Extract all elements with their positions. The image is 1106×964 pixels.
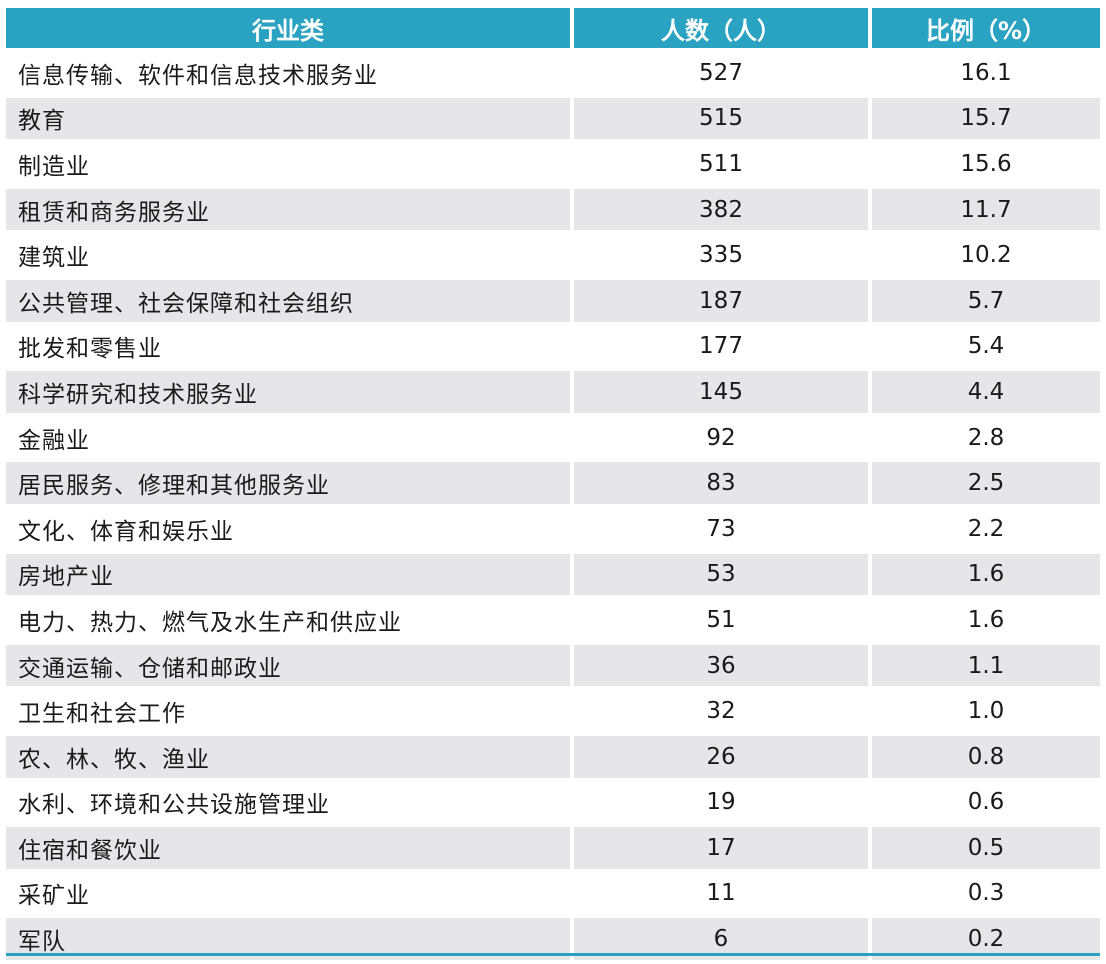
table-row: 制造业 511 15.6	[6, 143, 1100, 185]
table-row: 电力、热力、燃气及水生产和供应业 51 1.6	[6, 599, 1100, 641]
cell-ratio: 0.2	[872, 918, 1100, 960]
cell-count: 26	[574, 735, 868, 778]
cell-industry: 军队	[6, 918, 570, 960]
cell-count: 51	[574, 599, 868, 641]
cell-count: 83	[574, 462, 868, 504]
cell-industry: 交通运输、仓储和邮政业	[6, 644, 570, 687]
table-row: 科学研究和技术服务业 145 4.4	[6, 371, 1100, 413]
table-row: 交通运输、仓储和邮政业 36 1.1	[6, 644, 1100, 687]
cell-count: 73	[574, 507, 868, 550]
cell-ratio: 1.6	[872, 599, 1100, 641]
cell-count: 53	[574, 553, 868, 596]
cell-industry: 建筑业	[6, 234, 570, 276]
table-row: 农、林、牧、渔业 26 0.8	[6, 735, 1100, 778]
cell-ratio: 2.2	[872, 507, 1100, 550]
table-row: 采矿业 11 0.3	[6, 872, 1100, 915]
cell-ratio: 2.8	[872, 416, 1100, 459]
cell-ratio: 2.5	[872, 462, 1100, 504]
cell-industry: 水利、环境和公共设施管理业	[6, 781, 570, 824]
header-industry: 行业类	[6, 8, 570, 48]
cell-industry: 居民服务、修理和其他服务业	[6, 462, 570, 504]
cell-count: 32	[574, 690, 868, 732]
cell-industry: 制造业	[6, 143, 570, 185]
table-row: 建筑业 335 10.2	[6, 234, 1100, 276]
cell-count: 92	[574, 416, 868, 459]
cell-industry: 卫生和社会工作	[6, 690, 570, 732]
cell-ratio: 0.8	[872, 735, 1100, 778]
cell-industry: 批发和零售业	[6, 325, 570, 368]
cell-industry: 教育	[6, 97, 570, 140]
industry-table: 行业类 人数（人） 比例（%） 信息传输、软件和信息技术服务业 527 16.1 教育…	[2, 4, 1104, 964]
cell-ratio: 1.6	[872, 553, 1100, 596]
cell-industry: 公共管理、社会保障和社会组织	[6, 279, 570, 322]
cell-ratio: 0.3	[872, 872, 1100, 915]
cell-industry: 住宿和餐饮业	[6, 827, 570, 869]
cell-ratio: 0.6	[872, 781, 1100, 824]
cell-ratio: 5.7	[872, 279, 1100, 322]
cell-ratio: 15.7	[872, 97, 1100, 140]
cell-ratio: 5.4	[872, 325, 1100, 368]
cell-count: 145	[574, 371, 868, 413]
cell-count: 11	[574, 872, 868, 915]
cell-count: 6	[574, 918, 868, 960]
table-header: 行业类 人数（人） 比例（%）	[6, 8, 1100, 48]
header-ratio: 比例（%）	[872, 8, 1100, 48]
cell-industry: 电力、热力、燃气及水生产和供应业	[6, 599, 570, 641]
cell-industry: 文化、体育和娱乐业	[6, 507, 570, 550]
cell-count: 515	[574, 97, 868, 140]
table-bottom-border	[6, 953, 1100, 956]
table-row: 租赁和商务服务业 382 11.7	[6, 188, 1100, 231]
table-row: 金融业 92 2.8	[6, 416, 1100, 459]
table-row: 公共管理、社会保障和社会组织 187 5.7	[6, 279, 1100, 322]
cell-industry: 信息传输、软件和信息技术服务业	[6, 52, 570, 94]
cell-count: 335	[574, 234, 868, 276]
cell-industry: 科学研究和技术服务业	[6, 371, 570, 413]
cell-industry: 房地产业	[6, 553, 570, 596]
cell-count: 382	[574, 188, 868, 231]
table-row: 文化、体育和娱乐业 73 2.2	[6, 507, 1100, 550]
cell-count: 177	[574, 325, 868, 368]
cell-ratio: 1.1	[872, 644, 1100, 687]
table-row: 卫生和社会工作 32 1.0	[6, 690, 1100, 732]
table-row: 房地产业 53 1.6	[6, 553, 1100, 596]
table-row: 教育 515 15.7	[6, 97, 1100, 140]
cell-count: 17	[574, 827, 868, 869]
cell-count: 19	[574, 781, 868, 824]
cell-industry: 租赁和商务服务业	[6, 188, 570, 231]
cell-count: 36	[574, 644, 868, 687]
table-body: 信息传输、软件和信息技术服务业 527 16.1 教育 515 15.7 制造业 511 15.…	[6, 52, 1100, 960]
table-row: 水利、环境和公共设施管理业 19 0.6	[6, 781, 1100, 824]
cell-count: 511	[574, 143, 868, 185]
table-row: 批发和零售业 177 5.4	[6, 325, 1100, 368]
cell-ratio: 1.0	[872, 690, 1100, 732]
table-row: 住宿和餐饮业 17 0.5	[6, 827, 1100, 869]
cell-industry: 农、林、牧、渔业	[6, 735, 570, 778]
cell-ratio: 4.4	[872, 371, 1100, 413]
cell-count: 187	[574, 279, 868, 322]
cell-ratio: 16.1	[872, 52, 1100, 94]
cell-ratio: 10.2	[872, 234, 1100, 276]
cell-ratio: 11.7	[872, 188, 1100, 231]
cell-industry: 采矿业	[6, 872, 570, 915]
cell-count: 527	[574, 52, 868, 94]
table-row: 军队 6 0.2	[6, 918, 1100, 960]
header-count: 人数（人）	[574, 8, 868, 48]
table-row: 居民服务、修理和其他服务业 83 2.5	[6, 462, 1100, 504]
cell-ratio: 0.5	[872, 827, 1100, 869]
cell-ratio: 15.6	[872, 143, 1100, 185]
header-row: 行业类 人数（人） 比例（%）	[6, 8, 1100, 48]
cell-industry: 金融业	[6, 416, 570, 459]
table-row: 信息传输、软件和信息技术服务业 527 16.1	[6, 52, 1100, 94]
